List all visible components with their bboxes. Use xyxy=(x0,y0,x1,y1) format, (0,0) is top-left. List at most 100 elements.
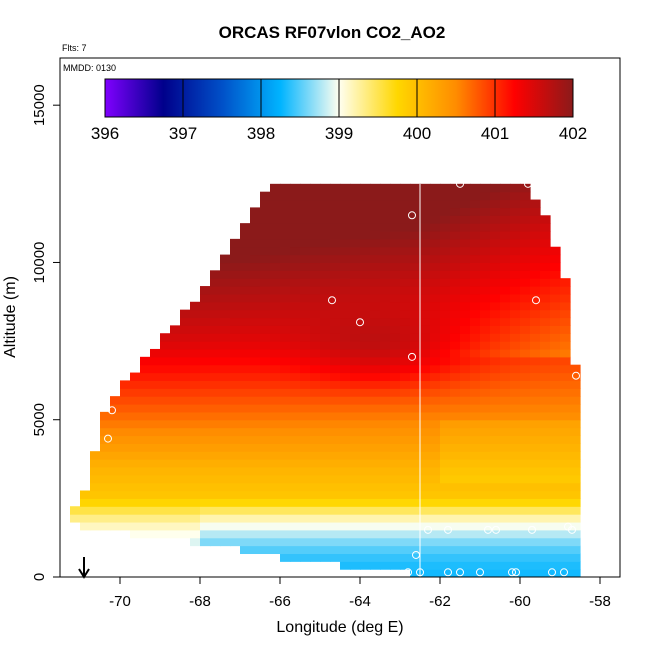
heatmap-cell xyxy=(390,254,401,264)
heatmap-cell xyxy=(380,506,391,515)
heatmap-cell xyxy=(350,380,361,389)
heatmap-cell xyxy=(280,364,291,374)
heatmap-cell xyxy=(540,333,551,342)
heatmap-cell xyxy=(220,529,231,539)
sample-point xyxy=(492,525,500,534)
heatmap-cell xyxy=(160,443,171,452)
heatmap-cell xyxy=(360,396,371,405)
heatmap-cell xyxy=(530,348,541,358)
heatmap-cell xyxy=(290,506,301,515)
heatmap-cell xyxy=(380,317,391,326)
heatmap-cell xyxy=(500,238,511,248)
heatmap-cell xyxy=(490,333,501,342)
heatmap-cell xyxy=(490,301,501,311)
heatmap-cell xyxy=(550,411,561,421)
heatmap-cell xyxy=(530,443,541,452)
heatmap-cell xyxy=(440,490,451,499)
heatmap-cell xyxy=(460,301,471,311)
heatmap-cell xyxy=(460,215,471,224)
heatmap-cell xyxy=(90,521,101,531)
heatmap-cell xyxy=(130,482,141,492)
heatmap-cell xyxy=(290,270,301,279)
heatmap-cell xyxy=(230,404,241,413)
heatmap-cell xyxy=(320,207,331,216)
heatmap-cell xyxy=(330,207,341,216)
heatmap-cell xyxy=(180,380,191,389)
heatmap-cell xyxy=(310,466,321,476)
heatmap-cell xyxy=(310,262,321,271)
heatmap-cell xyxy=(210,278,221,287)
heatmap-cell xyxy=(280,411,291,421)
heatmap-cell xyxy=(170,451,181,460)
heatmap-cell xyxy=(500,246,511,256)
heatmap-cell xyxy=(120,404,131,413)
heatmap-cell xyxy=(430,356,441,366)
heatmap-cell xyxy=(260,537,271,547)
heatmap-cell xyxy=(510,223,521,232)
heatmap-cell xyxy=(450,348,461,358)
heatmap-cell xyxy=(440,537,451,547)
heatmap-cell xyxy=(470,537,481,547)
heatmap-cell xyxy=(530,286,541,295)
heatmap-cell xyxy=(250,262,261,271)
heatmap-cell xyxy=(400,545,411,555)
heatmap-cell xyxy=(180,498,191,507)
x-axis-label: Longitude (deg E) xyxy=(276,619,403,636)
heatmap-cell xyxy=(450,199,461,209)
heatmap-cell xyxy=(350,545,361,555)
heatmap-cell xyxy=(420,506,431,515)
heatmap-cell xyxy=(300,506,311,515)
heatmap-cell xyxy=(310,506,321,515)
heatmap-cell xyxy=(240,278,251,287)
heatmap-cell xyxy=(370,348,381,358)
heatmap-cell xyxy=(270,293,281,303)
heatmap-cell xyxy=(460,419,471,429)
heatmap-cell xyxy=(530,451,541,460)
heatmap-cell xyxy=(500,207,511,216)
heatmap-cell xyxy=(190,506,201,515)
heatmap-cell xyxy=(480,451,491,460)
heatmap-cell xyxy=(400,451,411,460)
heatmap-cell xyxy=(540,364,551,374)
heatmap-cell xyxy=(430,466,441,476)
heatmap-cell xyxy=(430,545,441,555)
heatmap-cell xyxy=(210,514,221,523)
heatmap-cell xyxy=(360,435,371,444)
heatmap-cell xyxy=(240,411,251,421)
heatmap-cell xyxy=(470,270,481,279)
heatmap-cell xyxy=(330,443,341,452)
heatmap-cell xyxy=(210,443,221,452)
heatmap-cell xyxy=(240,537,251,547)
heatmap-cell xyxy=(270,427,281,437)
heatmap-cell xyxy=(180,466,191,476)
heatmap-cell xyxy=(210,435,221,444)
heatmap-cell xyxy=(450,207,461,216)
heatmap-cell xyxy=(400,419,411,429)
heatmap-cell xyxy=(400,207,411,216)
heatmap-cell xyxy=(480,482,491,492)
heatmap-cell xyxy=(460,427,471,437)
heatmap-cell xyxy=(320,396,331,405)
heatmap-cell xyxy=(270,254,281,264)
heatmap-cell xyxy=(250,529,261,539)
heatmap-cell xyxy=(440,231,451,240)
heatmap-cell xyxy=(420,451,431,460)
heatmap-cell xyxy=(320,348,331,358)
heatmap-cell xyxy=(280,466,291,476)
heatmap-cell xyxy=(480,506,491,515)
heatmap-cell xyxy=(540,498,551,507)
heatmap-cell xyxy=(460,293,471,303)
sample-point xyxy=(508,568,516,577)
heatmap-cell xyxy=(260,356,271,366)
heatmap-cell xyxy=(170,529,181,539)
heatmap-cell xyxy=(360,270,371,279)
heatmap-cell xyxy=(250,380,261,389)
heatmap-cell xyxy=(210,537,221,547)
heatmap-cell xyxy=(520,356,531,366)
heatmap-cell xyxy=(280,404,291,413)
heatmap-cell xyxy=(190,333,201,342)
heatmap-cell xyxy=(260,254,271,264)
heatmap-cell xyxy=(560,356,571,366)
heatmap-cell xyxy=(240,404,251,413)
heatmap-cell xyxy=(120,521,131,531)
